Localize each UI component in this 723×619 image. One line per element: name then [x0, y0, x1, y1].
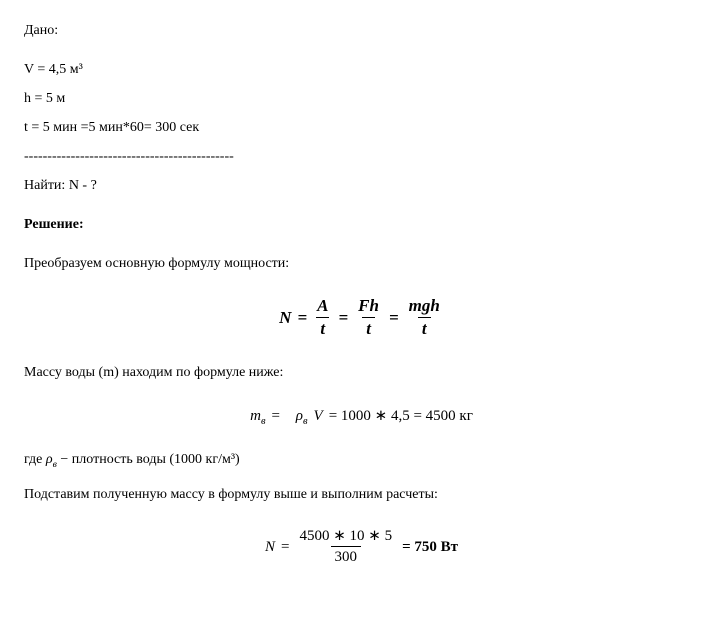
solution-header: Решение:: [24, 214, 699, 235]
density-rest: − плотность воды (1000 кг/м³): [57, 452, 240, 467]
given-find: Найти: N - ?: [24, 175, 699, 196]
equals-sign: =: [389, 305, 399, 331]
given-header: Дано:: [24, 20, 699, 41]
formula1-f2-den: t: [362, 317, 375, 339]
given-h: h = 5 м: [24, 88, 699, 109]
formula1-f1-num: A: [313, 296, 332, 317]
formula1-f3-num: mgh: [405, 296, 444, 317]
density-rho: ρ: [46, 452, 53, 467]
formula1-f3-den: t: [418, 317, 431, 339]
given-v: V = 4,5 м³: [24, 59, 699, 80]
equals-sign: =: [281, 536, 289, 559]
formula1-left: N: [279, 305, 291, 331]
given-t: t = 5 мин =5 мин*60= 300 сек: [24, 117, 699, 138]
equals-sign: =: [297, 305, 307, 331]
density-prefix: где: [24, 452, 46, 467]
formula3-den: 300: [331, 546, 362, 566]
formula3-left: N: [265, 536, 275, 559]
substitute-text: Подставим полученную массу в формулу выш…: [24, 484, 699, 505]
given-divider: ----------------------------------------…: [24, 146, 699, 167]
formula-power: N = A t = Fh t = mgh t: [24, 296, 699, 340]
equals-sign: =: [338, 305, 348, 331]
rho-var: ρ: [296, 408, 303, 424]
density-note: где ρв − плотность воды (1000 кг/м³): [24, 449, 699, 470]
formula-result: N = 4500 ∗ 10 ∗ 5 300 = 750 Вт: [24, 527, 699, 566]
formula3-result: = 750 Вт: [402, 536, 458, 559]
mass-var: m: [250, 408, 261, 424]
formula-mass: mв = ρвV = 1000 ∗ 4,5 = 4500 кг: [24, 405, 699, 428]
mass-sub: в: [261, 416, 266, 427]
formula3-num: 4500 ∗ 10 ∗ 5: [295, 527, 396, 546]
equals-sign: =: [272, 405, 280, 428]
mass-intro: Массу воды (m) находим по формуле ниже:: [24, 362, 699, 383]
solution-intro: Преобразуем основную формулу мощности:: [24, 253, 699, 274]
formula1-f1-den: t: [316, 317, 329, 339]
v-var: V: [314, 405, 323, 428]
mass-calc: = 1000 ∗ 4,5 = 4500 кг: [329, 405, 473, 428]
formula1-f2-num: Fh: [354, 296, 383, 317]
rho-sub: в: [303, 416, 308, 427]
